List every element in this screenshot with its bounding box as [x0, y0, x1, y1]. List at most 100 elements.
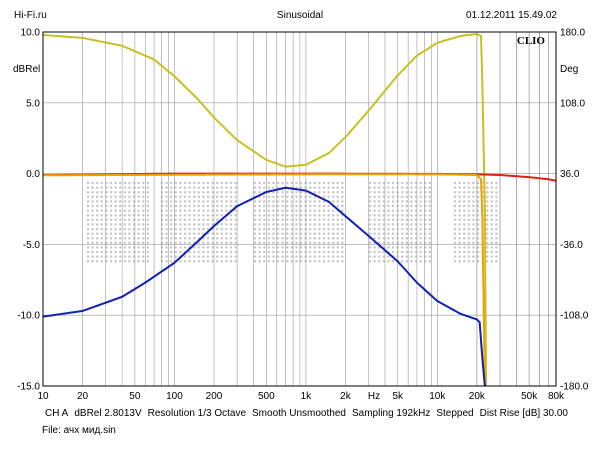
watermark-dot [179, 223, 182, 226]
watermark-dot [91, 259, 94, 263]
watermark-dot [414, 204, 418, 208]
watermark-dot [458, 255, 461, 258]
watermark-dot [272, 255, 275, 258]
watermark-dot [368, 200, 372, 203]
watermark-dot [267, 213, 271, 217]
watermark-dot [229, 223, 233, 226]
watermark-dot [141, 195, 145, 199]
watermark-dot [174, 218, 178, 222]
watermark-dot [377, 190, 381, 194]
watermark-dot [414, 209, 418, 212]
watermark-dot [109, 246, 113, 249]
watermark-dot [295, 246, 298, 249]
watermark-dot [405, 181, 409, 185]
watermark-dot [327, 213, 330, 217]
watermark-dot [202, 241, 205, 245]
watermark-dot [458, 236, 461, 240]
watermark-dot [490, 246, 494, 249]
watermark-dot [467, 227, 471, 231]
watermark-dot [141, 213, 145, 217]
watermark-dot [472, 259, 475, 263]
watermark-dot [211, 204, 214, 208]
watermark-dot [285, 218, 289, 222]
watermark-dot [495, 259, 498, 263]
watermark-dot [453, 190, 457, 194]
watermark-dot [308, 223, 312, 226]
watermark-dot [137, 209, 140, 212]
watermark-dot [109, 200, 113, 203]
watermark-dot [169, 186, 173, 189]
watermark-dot [495, 209, 498, 212]
watermark-dot [234, 232, 237, 235]
watermark-dot [472, 186, 475, 189]
watermark-dot [109, 186, 113, 189]
watermark-dot [174, 223, 178, 226]
watermark-dot [414, 190, 418, 194]
watermark-dot [262, 246, 266, 249]
watermark-dot [160, 200, 164, 203]
watermark-dot [234, 241, 237, 245]
watermark-dot [114, 209, 117, 212]
watermark-dot [192, 190, 196, 194]
watermark-dot [95, 200, 99, 203]
watermark-dot [476, 209, 480, 212]
watermark-dot [453, 195, 457, 199]
watermark-dot [472, 200, 475, 203]
watermark-dot [100, 246, 104, 249]
x-axis-tick-label: 2k [340, 391, 352, 402]
watermark-dot [188, 190, 191, 194]
watermark-dot [229, 232, 233, 235]
watermark-dot [220, 200, 224, 203]
watermark-dot [229, 218, 233, 222]
watermark-dot [373, 213, 376, 217]
watermark-dot [485, 186, 489, 189]
watermark-dot [400, 250, 404, 254]
watermark-dot [272, 200, 275, 203]
watermark-dot [192, 259, 196, 263]
watermark-dot [414, 232, 418, 235]
watermark-dot [169, 209, 173, 212]
watermark-dot [253, 181, 257, 185]
watermark-dot [141, 181, 145, 185]
watermark-dot [281, 190, 284, 194]
watermark-dot [276, 204, 280, 208]
watermark-dot [341, 259, 344, 263]
watermark-dot [188, 236, 191, 240]
watermark-dot [272, 227, 275, 231]
watermark-dot [453, 218, 457, 222]
watermark-dot [188, 209, 191, 212]
watermark-dot [114, 213, 117, 217]
watermark-dot [490, 190, 494, 194]
watermark-dot [118, 236, 122, 240]
watermark-dot [225, 236, 228, 240]
watermark-dot [281, 213, 284, 217]
watermark-dot [229, 195, 233, 199]
watermark-dot [137, 200, 140, 203]
watermark-dot [118, 246, 122, 249]
watermark-dot [377, 195, 381, 199]
watermark-dot [262, 223, 266, 226]
watermark-dot [322, 227, 326, 231]
watermark-dot [476, 246, 480, 249]
watermark-dot [341, 218, 344, 222]
watermark-dot [165, 250, 168, 254]
watermark-dot [109, 213, 113, 217]
watermark-dot [114, 204, 117, 208]
watermark-dot [285, 259, 289, 263]
watermark-dot [391, 190, 395, 194]
watermark-dot [476, 241, 480, 245]
watermark-dot [318, 213, 321, 217]
watermark-dot [215, 218, 219, 222]
watermark-dot [202, 181, 205, 185]
watermark-dot [225, 250, 228, 254]
watermark-dot [183, 236, 187, 240]
watermark-dot [267, 259, 271, 263]
watermark-dot [137, 236, 140, 240]
watermark-dot [387, 236, 390, 240]
watermark-dot [165, 227, 168, 231]
watermark-dot [387, 181, 390, 185]
watermark-dot [405, 195, 409, 199]
watermark-dot [313, 223, 317, 226]
watermark-dot [95, 195, 99, 199]
watermark-dot [414, 181, 418, 185]
